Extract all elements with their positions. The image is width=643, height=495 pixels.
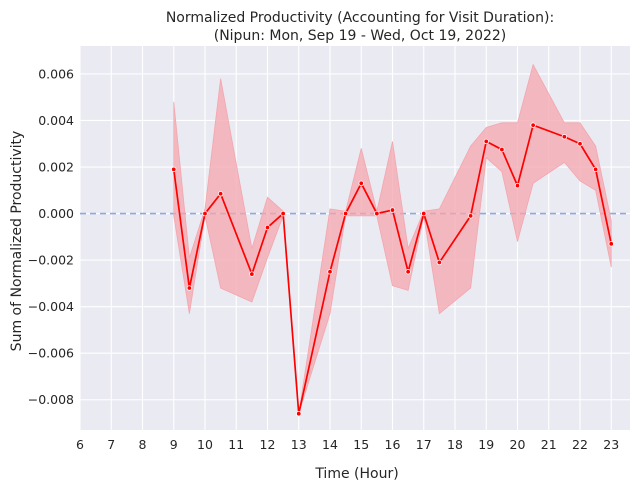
x-tick-label: 7 [107,437,115,452]
x-axis-label: Time (Hour) [314,466,398,482]
data-point [405,269,411,275]
x-tick-label: 20 [510,437,526,452]
data-point [389,207,396,213]
data-point [577,141,583,147]
x-tick-label: 12 [260,437,276,452]
y-tick-label: 0.004 [38,113,74,128]
x-tick-label: 18 [447,437,463,452]
y-tick-label: 0.006 [38,66,74,81]
x-tick-label: 22 [572,437,588,452]
data-point [358,180,364,187]
y-tick-label: 0.002 [38,160,74,175]
x-ticks: 6 7 8 9 10 11 12 13 14 15 16 17 18 19 20 21 22 23 [76,437,619,452]
data-point [561,134,568,140]
data-point [374,210,380,217]
x-tick-label: 17 [416,437,432,452]
data-point [436,259,443,266]
data-point [530,122,536,128]
data-point [514,182,521,189]
data-point [186,285,193,291]
data-point [421,210,427,217]
data-point [342,210,349,217]
data-point [592,166,599,173]
x-tick-label: 10 [197,437,213,452]
x-tick-label: 9 [170,437,178,452]
y-tick-label: −0.006 [28,346,74,361]
data-point [171,166,177,173]
data-point [483,138,489,145]
markers [171,122,614,417]
chart-title-line-2: (Nipun: Mon, Sep 19 - Wed, Oct 19, 2022) [214,28,507,44]
y-axis-label: Sum of Normalized Productivity [9,131,25,352]
x-tick-label: 23 [603,437,619,452]
y-tick-label: −0.008 [28,392,74,407]
x-tick-label: 15 [353,437,369,452]
x-tick-label: 6 [76,437,84,452]
x-tick-label: 11 [228,437,244,452]
data-point [280,210,286,217]
data-point [202,210,208,217]
x-tick-label: 16 [385,437,401,452]
data-point [608,241,614,247]
x-tick-label: 13 [291,437,307,452]
chart-title-line-1: Normalized Productivity (Accounting for … [166,10,554,26]
data-point [249,271,255,277]
y-tick-label: 0.000 [38,206,74,221]
data-point [327,269,333,275]
data-point [296,411,302,417]
y-ticks: −0.008 −0.006 −0.004 −0.002 0.000 0.002 0.004 0… [28,66,74,407]
data-point [264,224,271,231]
x-tick-label: 21 [541,437,557,452]
data-point [499,146,505,153]
x-tick-label: 8 [139,437,147,452]
x-tick-label: 14 [322,437,338,452]
y-tick-label: −0.004 [28,299,74,314]
data-point [467,213,474,219]
data-point [217,191,224,197]
y-tick-label: −0.002 [28,253,74,268]
x-tick-label: 19 [478,437,494,452]
